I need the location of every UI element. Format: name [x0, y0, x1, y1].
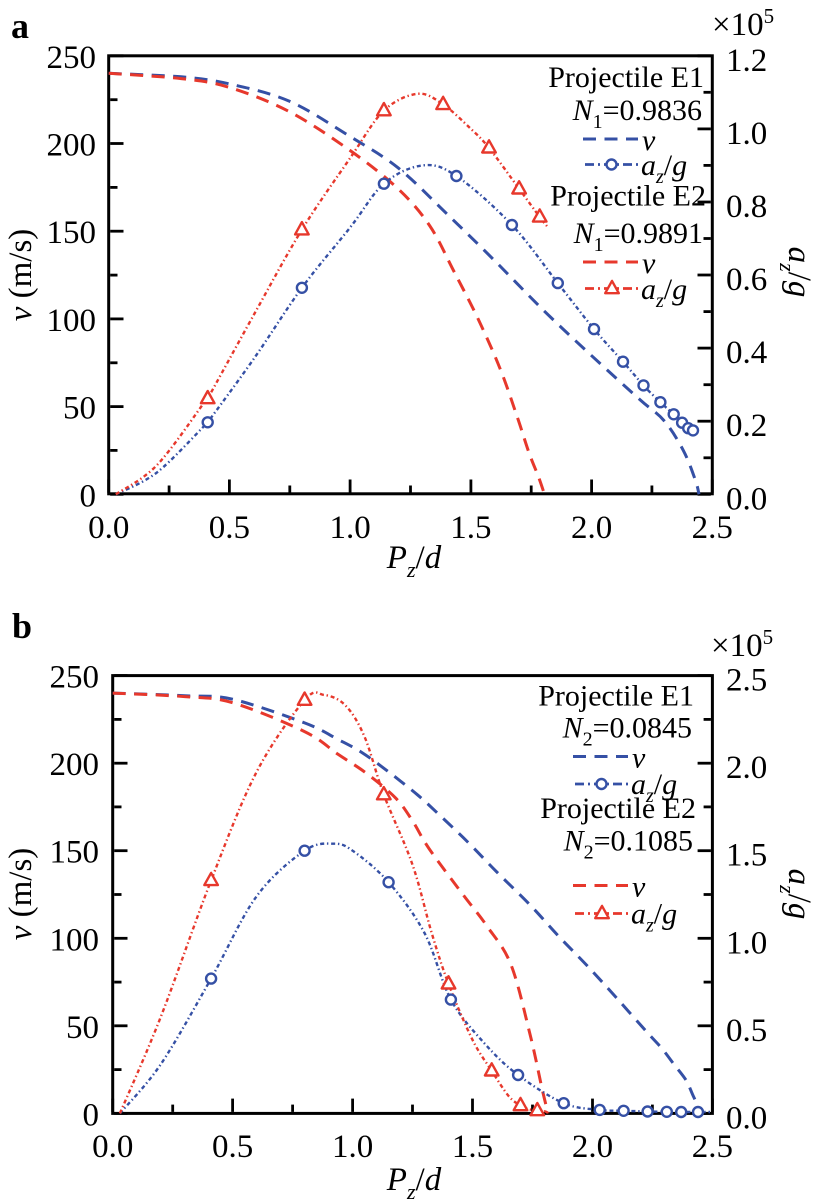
svg-text:50: 50 [63, 391, 96, 427]
svg-text:0: 0 [83, 1097, 100, 1133]
svg-text:2.5: 2.5 [692, 510, 733, 546]
svg-text:1.5: 1.5 [452, 1129, 493, 1165]
svg-text:v: v [642, 247, 656, 280]
svg-text:0.8: 0.8 [726, 189, 767, 225]
svg-text:b: b [12, 606, 32, 646]
svg-text:200: 200 [50, 747, 100, 783]
svg-text:1.2: 1.2 [726, 43, 767, 79]
svg-text:v: v [632, 871, 646, 904]
svg-text:150: 150 [50, 835, 100, 871]
svg-text:v: v [632, 742, 646, 775]
svg-text:a: a [11, 6, 29, 46]
svg-text:v (m/s): v (m/s) [3, 848, 39, 941]
svg-text:50: 50 [66, 1010, 99, 1046]
svg-text:0.2: 0.2 [726, 408, 767, 444]
svg-text:az/g: az/g [631, 768, 677, 807]
svg-text:az/g: az/g [641, 149, 687, 188]
svg-text:N1=0.9891: N1=0.9891 [573, 217, 703, 256]
svg-text:0.0: 0.0 [88, 510, 129, 546]
svg-text:az/g: az/g [641, 273, 687, 312]
svg-text:1.0: 1.0 [329, 510, 370, 546]
svg-text:0.5: 0.5 [209, 510, 250, 546]
svg-text:1.0: 1.0 [726, 116, 767, 152]
svg-text:×105: ×105 [711, 625, 773, 664]
svg-text:100: 100 [47, 303, 97, 339]
svg-text:1.5: 1.5 [726, 838, 767, 874]
svg-text:150: 150 [47, 215, 97, 251]
svg-text:1.0: 1.0 [726, 925, 767, 961]
svg-text:2.0: 2.0 [572, 1129, 613, 1165]
svg-text:0.6: 0.6 [726, 262, 767, 298]
svg-text:2.5: 2.5 [692, 1129, 733, 1165]
svg-text:250: 250 [47, 40, 97, 76]
svg-text:Pz/d: Pz/d [386, 1162, 442, 1199]
svg-text:0.4: 0.4 [726, 335, 767, 371]
svg-text:v (m/s): v (m/s) [3, 229, 39, 322]
svg-text:N1=0.9836: N1=0.9836 [572, 94, 702, 133]
svg-text:0.0: 0.0 [726, 1100, 767, 1136]
svg-text:Projectile E1: Projectile E1 [548, 61, 704, 94]
svg-text:0.0: 0.0 [726, 481, 767, 517]
svg-text:Projectile E2: Projectile E2 [550, 180, 706, 213]
svg-text:N2=0.0845: N2=0.0845 [562, 712, 692, 751]
svg-text:az/g: az/g [775, 869, 817, 920]
svg-text:0.0: 0.0 [92, 1129, 133, 1165]
svg-text:N2=0.1085: N2=0.1085 [563, 825, 693, 864]
svg-text:Projectile E1: Projectile E1 [538, 680, 694, 713]
svg-text:2.0: 2.0 [571, 510, 612, 546]
svg-text:az/g: az/g [631, 898, 677, 937]
svg-text:2.5: 2.5 [726, 663, 767, 699]
svg-text:100: 100 [50, 922, 100, 958]
svg-text:200: 200 [47, 128, 97, 164]
svg-text:0: 0 [80, 478, 97, 514]
svg-text:1.0: 1.0 [332, 1129, 373, 1165]
svg-text:az/g: az/g [775, 247, 817, 298]
svg-text:×105: ×105 [712, 4, 774, 43]
svg-text:Pz/d: Pz/d [386, 540, 442, 582]
svg-text:2.0: 2.0 [726, 750, 767, 786]
svg-text:1.5: 1.5 [450, 510, 491, 546]
svg-text:0.5: 0.5 [726, 1013, 767, 1049]
svg-text:Projectile E2: Projectile E2 [540, 792, 696, 825]
svg-text:250: 250 [50, 660, 100, 696]
svg-text:v: v [642, 124, 656, 157]
svg-text:0.5: 0.5 [212, 1129, 253, 1165]
